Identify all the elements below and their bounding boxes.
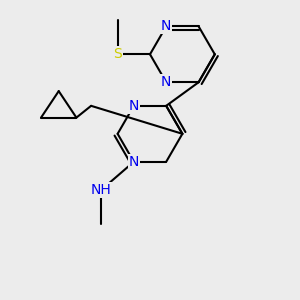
Text: NH: NH [91,183,112,197]
Text: N: N [161,19,171,33]
Text: N: N [161,75,171,89]
Text: S: S [113,47,122,61]
Text: N: N [129,99,139,113]
Text: N: N [129,155,139,169]
